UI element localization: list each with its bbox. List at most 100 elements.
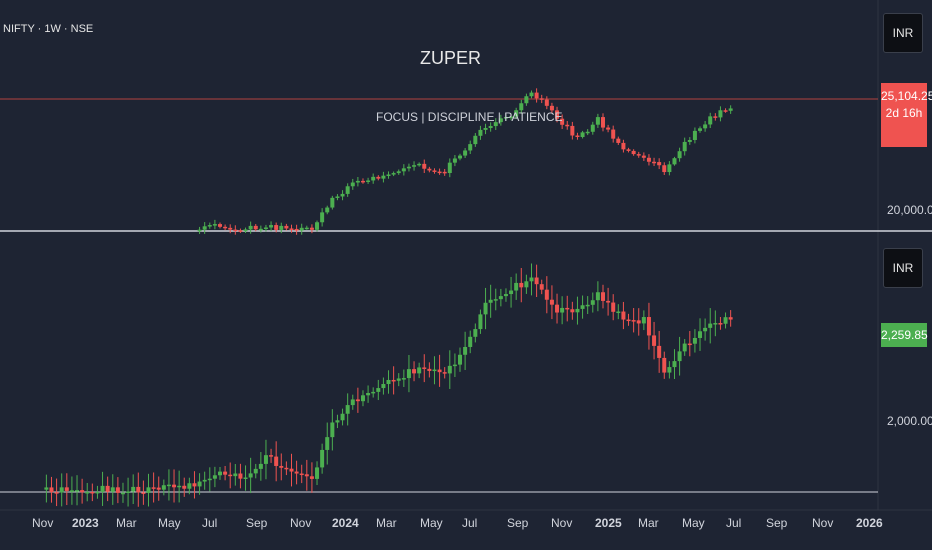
candle-body (304, 474, 309, 477)
candle-body (473, 135, 478, 145)
candle-body (672, 361, 677, 368)
candle-body (355, 180, 360, 183)
candle-body (197, 229, 202, 232)
candle-body (258, 463, 263, 469)
candle-body (509, 290, 514, 295)
overlay-title: ZUPER (420, 48, 482, 68)
candle-body (524, 281, 529, 288)
candle-body (197, 481, 202, 487)
candle-body (534, 92, 539, 99)
candle-body (120, 492, 125, 495)
candle-body (458, 354, 463, 365)
candle-body (534, 277, 539, 285)
candle-body (131, 486, 136, 492)
x-tick-label: May (420, 516, 443, 530)
candle-body (728, 317, 733, 320)
candle-body (172, 484, 177, 488)
candle-body (544, 99, 549, 106)
candle-body (565, 124, 570, 127)
candle-body (514, 282, 519, 291)
candle-body (677, 351, 682, 362)
overlay-subtitle: FOCUS | DISCIPLINE | PATIENCE (376, 110, 563, 124)
x-tick-label: Mar (638, 516, 659, 530)
candle-body (49, 487, 54, 493)
candle-body (483, 127, 488, 130)
candle-body (667, 367, 672, 373)
x-tick-label: Nov (290, 516, 312, 530)
candle-body (330, 422, 335, 438)
candle-body (243, 477, 248, 480)
candle-body (437, 369, 442, 373)
candle-body (345, 186, 350, 194)
candle-body (299, 473, 304, 476)
candle-body (600, 117, 605, 128)
candle-body (381, 384, 386, 389)
candle-body (269, 225, 274, 228)
candle-body (315, 222, 320, 230)
candle-body (555, 110, 560, 119)
candle-body (611, 129, 616, 139)
candle-body (233, 473, 238, 477)
candle-body (110, 487, 115, 492)
candle-body (166, 484, 171, 487)
candle-body (54, 492, 59, 494)
candle-body (335, 196, 340, 198)
candle-body (126, 491, 131, 493)
candle-body (248, 225, 253, 230)
candle-body (371, 391, 376, 394)
candle-body (539, 284, 544, 290)
candle-body (228, 227, 233, 230)
candle-body (366, 180, 371, 182)
x-tick-label: Nov (32, 516, 54, 530)
candle-body (330, 197, 335, 208)
candle-body (452, 158, 457, 163)
candle-body (269, 455, 274, 457)
candle-body (427, 368, 432, 371)
candle-body (355, 399, 360, 402)
candle-body (524, 96, 529, 104)
bottom-y-tick: 2,000.00 (887, 414, 932, 428)
candle-body (488, 299, 493, 303)
candle-body (708, 323, 713, 328)
candle-body (585, 131, 590, 134)
candle-body (641, 155, 646, 158)
candle-body (667, 164, 672, 173)
candle-body (376, 176, 381, 179)
candle-body (228, 474, 233, 477)
bottom-candles-group (44, 263, 733, 507)
candle-body (412, 369, 417, 374)
candle-body (570, 125, 575, 136)
candle-body (590, 300, 595, 305)
candle-body (294, 228, 299, 231)
candle-body (391, 173, 396, 175)
candle-body (682, 343, 687, 352)
candle-body (315, 467, 320, 479)
candle-body (585, 304, 590, 307)
candle-body (360, 395, 365, 402)
candle-body (115, 487, 120, 493)
candle-body (692, 130, 697, 140)
candle-body (478, 314, 483, 330)
candle-body (600, 292, 605, 301)
candle-body (580, 305, 585, 309)
candle-body (100, 485, 105, 492)
candle-body (238, 473, 243, 479)
candle-body (345, 405, 350, 414)
candle-body (284, 225, 289, 229)
top-currency-button[interactable]: INR (883, 13, 923, 53)
candle-body (606, 300, 611, 303)
symbol-label[interactable]: NIFTY · 1W · NSE (3, 23, 94, 35)
top-last-price: 25,104.25 (881, 89, 932, 103)
candle-body (279, 465, 284, 468)
candle-body (473, 329, 478, 337)
top-y-tick: 20,000.00 (887, 203, 932, 217)
candle-body (488, 126, 493, 128)
candle-body (207, 225, 212, 227)
candle-body (156, 487, 161, 490)
bottom-currency-button[interactable]: INR (883, 248, 923, 288)
candle-body (544, 289, 549, 300)
candle-body (509, 116, 514, 119)
candle-body (422, 163, 427, 169)
bottom-last-price-tag: 2,259.85 (881, 323, 928, 347)
candle-body (340, 413, 345, 421)
